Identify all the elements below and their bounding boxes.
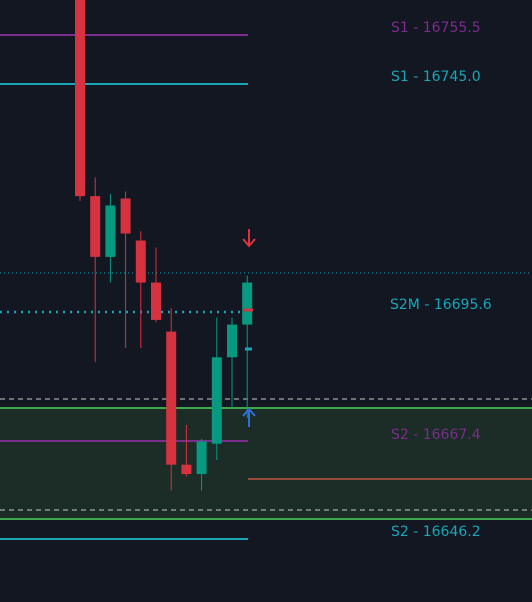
s2-purple-label: S2 - 16667.4 — [391, 427, 481, 443]
s1-cyan-label: S1 - 16745.0 — [391, 69, 481, 85]
candle-body — [181, 464, 192, 475]
s2-cyan-label: S2 - 16646.2 — [391, 524, 481, 540]
s1-purple-label: S1 - 16755.5 — [391, 20, 481, 36]
demand-zone — [0, 408, 532, 519]
candles-group — [75, 0, 253, 491]
candle-body — [105, 205, 116, 257]
down-arrow-icon — [242, 229, 256, 248]
candle-body — [242, 282, 253, 325]
candle-body — [151, 282, 161, 320]
up-arrow-icon — [242, 407, 256, 427]
candle-body — [227, 324, 237, 358]
s2m-label: S2M - 16695.6 — [390, 297, 492, 313]
candle-body — [90, 196, 101, 257]
candle-body — [120, 198, 131, 234]
candle-body — [166, 331, 177, 465]
candle-body — [75, 0, 85, 197]
candle-body — [196, 441, 207, 475]
candle-body — [211, 357, 222, 444]
candle-body — [135, 240, 146, 283]
